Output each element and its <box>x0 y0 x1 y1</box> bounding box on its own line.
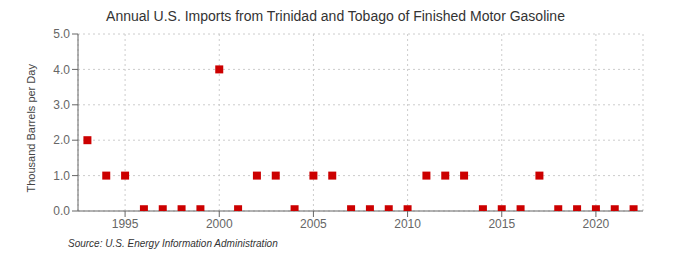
svg-text:1.0: 1.0 <box>53 169 70 183</box>
svg-text:2010: 2010 <box>394 217 421 231</box>
svg-text:2020: 2020 <box>583 217 610 231</box>
svg-text:2005: 2005 <box>300 217 327 231</box>
svg-text:2000: 2000 <box>206 217 233 231</box>
svg-text:5.0: 5.0 <box>53 27 70 41</box>
svg-text:2015: 2015 <box>488 217 515 231</box>
svg-text:2.0: 2.0 <box>53 133 70 147</box>
svg-text:4.0: 4.0 <box>53 63 70 77</box>
html-text:Source: U.S. Energy Informatio: Source: U.S. Energy Information Administ… <box>68 238 278 249</box>
svg-text:Thousand Barrels per Day: Thousand Barrels per Day <box>25 64 37 193</box>
svg-text:0.0: 0.0 <box>53 204 70 218</box>
html-text:Annual U.S. Imports from Trini: Annual U.S. Imports from Trinidad and To… <box>106 8 565 24</box>
svg-text:3.0: 3.0 <box>53 98 70 112</box>
svg-text:1995: 1995 <box>112 217 139 231</box>
